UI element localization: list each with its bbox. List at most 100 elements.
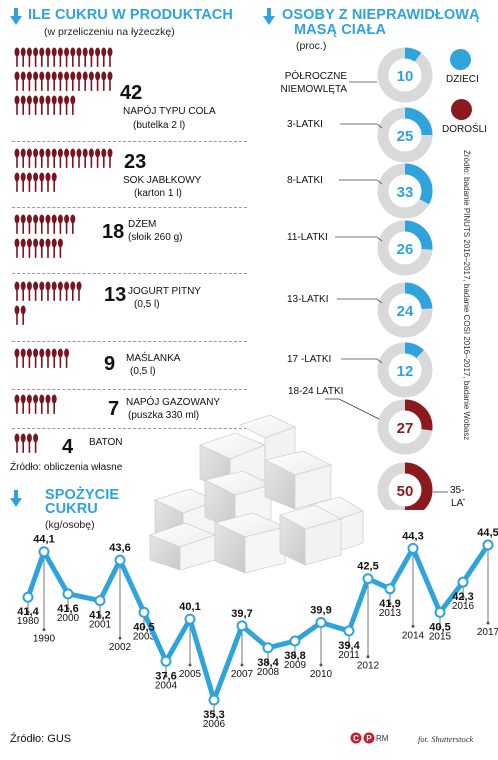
svg-text:C: C	[353, 734, 359, 743]
product-pack: (karton 1 l)	[134, 188, 182, 199]
group-label: 3-LATKI	[287, 119, 323, 130]
spoon-icon	[64, 148, 70, 168]
spoon-icon	[14, 172, 20, 192]
spoon-icon	[88, 148, 94, 168]
data-label: 38,4	[257, 657, 279, 669]
data-label: 40,5	[133, 621, 154, 633]
spoon-icon	[101, 148, 107, 168]
product-pack: (słoik 260 g)	[128, 232, 183, 243]
group-label: 35-39	[450, 485, 465, 496]
spoon-icon	[26, 433, 32, 453]
consumption-title-line1: SPOŻYCIE	[45, 487, 120, 503]
spoon-icon	[14, 95, 20, 115]
data-label: 44,3	[402, 530, 423, 542]
sugar-cubes-illustration	[148, 414, 364, 574]
spoon-icon	[51, 148, 57, 168]
spoon-icon	[57, 71, 63, 91]
spoon-icon	[70, 148, 76, 168]
year-dot	[486, 621, 490, 625]
year-dot	[293, 654, 297, 658]
spoon-icon	[51, 238, 57, 258]
divider	[12, 273, 247, 274]
spoon-icon	[51, 394, 57, 414]
svg-text:P: P	[366, 734, 372, 743]
group-label: LATKI	[451, 498, 465, 509]
data-point	[343, 625, 355, 637]
x-tick-label: 2017	[477, 627, 498, 638]
data-label: 39,7	[231, 608, 252, 620]
x-tick-label: 2000	[57, 613, 80, 624]
data-label: 42,5	[357, 561, 378, 573]
data-point	[114, 554, 126, 566]
spoon-icon	[20, 305, 26, 325]
spoon-icon	[14, 214, 20, 234]
spoon-icon	[26, 172, 32, 192]
product-count: 23	[124, 151, 147, 173]
x-tick-label: 2011	[338, 650, 360, 661]
data-point	[138, 606, 150, 618]
spoon-icon	[45, 148, 51, 168]
data-point	[457, 576, 469, 588]
data-point	[208, 694, 220, 706]
year-dot	[411, 624, 415, 628]
data-label: 40,1	[179, 601, 200, 613]
year-dot	[42, 628, 46, 632]
group-label: PÓŁROCZNE	[285, 69, 348, 82]
year-dot	[164, 674, 168, 678]
spoon-icon	[45, 71, 51, 91]
spoon-icon	[76, 148, 82, 168]
spoon-row	[14, 348, 70, 368]
spoon-icon	[33, 47, 39, 67]
spoon-icon	[39, 238, 45, 258]
spoon-icon	[39, 394, 45, 414]
product-name: NAPÓJ TYPU COLA	[123, 106, 216, 117]
spoon-icon	[20, 47, 26, 67]
year-dot	[118, 636, 122, 640]
spoon-icon	[76, 47, 82, 67]
legend-children-dot	[450, 49, 471, 70]
year-dot	[388, 602, 392, 606]
spoon-icon	[51, 281, 57, 301]
spoon-icon	[20, 214, 26, 234]
donut-value: 10	[397, 68, 414, 85]
x-tick-label: 2006	[203, 719, 226, 730]
spoon-icon	[57, 95, 63, 115]
spoon-icon	[14, 305, 20, 325]
data-point	[38, 546, 50, 558]
year-dot	[438, 625, 442, 629]
spoon-icon	[26, 348, 32, 368]
spoon-icon	[20, 95, 26, 115]
x-tick-label: 2012	[357, 661, 380, 672]
data-label: 44,1	[33, 534, 54, 546]
data-point	[362, 573, 374, 585]
spoon-icon	[88, 47, 94, 67]
donut-arc	[377, 342, 433, 398]
donut-adults: 27 18-24 LATKI	[288, 386, 433, 455]
divider	[12, 207, 247, 208]
data-point	[262, 642, 274, 654]
spoon-row	[14, 281, 82, 301]
product-count: 4	[62, 436, 74, 458]
spoon-icon	[107, 148, 113, 168]
data-label: 39,9	[310, 605, 331, 617]
spoon-icon	[82, 47, 88, 67]
data-label: 43,6	[109, 542, 130, 554]
spoon-icon	[51, 214, 57, 234]
spoon-icon	[64, 348, 70, 368]
product-pack: (0,5 l)	[130, 366, 156, 377]
product-name: MAŚLANKA	[126, 353, 181, 364]
data-label: 38,8	[284, 650, 305, 662]
x-tick-label: 1990	[33, 634, 56, 645]
divider	[12, 341, 247, 342]
data-label: 42,3	[452, 591, 473, 603]
donut-arc	[377, 462, 433, 510]
x-tick-label: 2015	[429, 631, 452, 642]
product-count: 18	[102, 221, 125, 243]
spoon-icon	[39, 214, 45, 234]
spoon-icon	[33, 348, 39, 368]
spoon-row	[14, 433, 39, 453]
donut-value: 12	[397, 363, 414, 380]
spoon-icon	[26, 95, 32, 115]
year-dot	[142, 625, 146, 629]
data-label: 40,5	[429, 621, 450, 633]
